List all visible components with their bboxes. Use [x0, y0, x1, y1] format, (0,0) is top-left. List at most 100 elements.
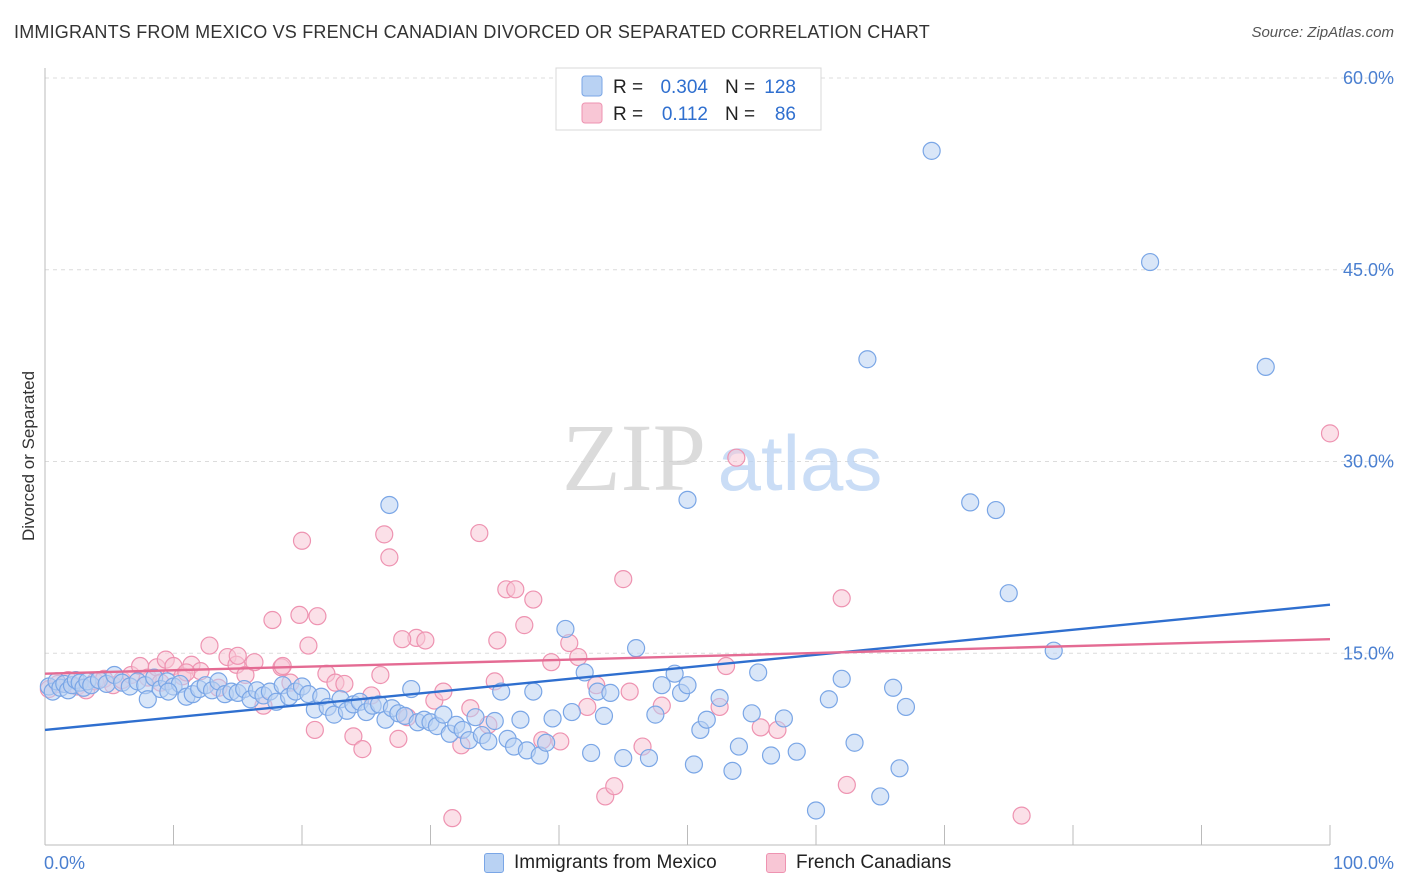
bottom-legend-swatch-pink: [766, 853, 786, 873]
blue-point-74: [492, 682, 511, 701]
pink-point-50: [488, 631, 507, 650]
pink-point-77: [375, 525, 394, 544]
pink-point-73: [832, 589, 851, 608]
y-axis-label: Divorced or Separated: [19, 371, 38, 541]
blue-point-118: [380, 495, 399, 515]
pink-point-45: [443, 809, 462, 828]
series-immigrants-from-mexico: [39, 141, 1275, 820]
chart-title: IMMIGRANTS FROM MEXICO VS FRENCH CANADIA…: [14, 22, 930, 42]
blue-point-94: [652, 676, 671, 695]
blue-point-90: [614, 748, 633, 768]
y-tick-label-30: 30.0%: [1343, 452, 1394, 472]
blue-point-91: [626, 639, 646, 658]
blue-point-106: [761, 746, 781, 765]
legend-box: R = 0.304 N = 128 R = 0.112 N = 86: [555, 67, 822, 131]
pink-point-83: [292, 531, 312, 550]
pink-point-80: [393, 630, 412, 649]
legend-r-value-pink: 0.112: [662, 104, 708, 125]
pink-point-69: [716, 656, 736, 676]
blue-point-125: [1140, 252, 1160, 272]
blue-point-102: [723, 761, 742, 780]
blue-point-92: [639, 748, 659, 768]
pink-point-52: [506, 580, 525, 599]
bottom-legend-item-french-canadians: French Canadians: [766, 852, 951, 874]
pink-trend-line: [44, 637, 1331, 675]
legend-swatch-blue: [581, 75, 603, 97]
blue-point-110: [819, 690, 838, 709]
pink-point-29: [299, 636, 318, 655]
blue-point-107: [774, 709, 793, 728]
blue-point-127: [159, 682, 178, 701]
blue-point-79: [524, 682, 543, 701]
x-tick-label-min: 0.0%: [44, 853, 85, 873]
blue-point-122: [986, 500, 1006, 520]
blue-point-84: [562, 702, 581, 722]
pink-point-82: [228, 646, 247, 665]
pink-point-37: [371, 665, 390, 685]
blue-point-117: [890, 759, 909, 778]
pink-point-33: [335, 674, 354, 694]
bottom-legend-item-mexico: Immigrants from Mexico: [484, 852, 717, 874]
bottom-legend-swatch-blue: [484, 853, 504, 873]
blue-point-120: [922, 141, 941, 160]
blue-point-86: [582, 743, 601, 763]
y-tick-label-60: 60.0%: [1343, 68, 1394, 88]
pink-point-18: [200, 636, 219, 655]
blue-point-77: [511, 710, 530, 729]
axes: [44, 68, 1331, 846]
legend-n-label-pink: N =: [725, 104, 755, 125]
legend-n-value-blue: 128: [764, 77, 796, 98]
pink-point-54: [524, 590, 543, 609]
pink-point-56: [542, 653, 561, 672]
blue-point-19: [138, 690, 157, 709]
blue-point-100: [697, 710, 716, 729]
blue-point-105: [749, 663, 768, 682]
blue-point-98: [684, 755, 704, 774]
pink-point-63: [605, 777, 624, 796]
legend-r-label-pink: R =: [613, 104, 643, 125]
blue-point-70: [466, 708, 485, 727]
blue-point-109: [806, 801, 826, 820]
pink-point-39: [389, 729, 408, 748]
pink-point-59: [569, 647, 588, 667]
pink-point-48: [470, 523, 489, 543]
legend-r-label-blue: R =: [613, 77, 643, 98]
pink-point-60: [578, 697, 597, 717]
bottom-legend: Immigrants from Mexico French Canadians: [0, 852, 1406, 878]
pink-point-79: [305, 720, 324, 740]
blue-point-111: [832, 669, 851, 688]
watermark-atlas: atlas: [718, 419, 883, 507]
blue-point-116: [896, 697, 916, 717]
blue-point-72: [479, 732, 498, 751]
blue-point-123: [999, 584, 1018, 603]
blue-point-103: [729, 737, 749, 756]
blue-point-124: [1044, 641, 1063, 660]
blue-point-104: [742, 704, 761, 723]
pink-point-65: [620, 682, 639, 701]
bottom-legend-label-mexico: Immigrants from Mexico: [514, 852, 717, 873]
blue-point-108: [787, 742, 806, 761]
legend-r-value-blue: 0.304: [660, 77, 708, 98]
trend-lines: [44, 603, 1331, 732]
pink-point-28: [290, 605, 309, 625]
pink-point-70: [727, 448, 746, 467]
blue-point-73: [485, 711, 504, 731]
pink-point-75: [1012, 806, 1031, 825]
blue-point-82: [543, 709, 562, 728]
pink-point-23: [245, 653, 264, 672]
y-tick-labels: 15.0% 30.0% 45.0% 60.0%: [1343, 68, 1394, 663]
pink-point-34: [344, 727, 363, 746]
legend-n-label-blue: N =: [725, 77, 755, 98]
blue-point-81: [537, 733, 556, 752]
pink-point-42: [416, 631, 435, 650]
blue-point-114: [871, 787, 890, 806]
blue-point-119: [678, 490, 697, 509]
blue-point-113: [858, 350, 877, 369]
blue-point-93: [646, 705, 665, 724]
pink-point-38: [380, 548, 399, 567]
pink-point-64: [614, 570, 633, 589]
y-tick-label-15: 15.0%: [1343, 643, 1394, 663]
legend-n-value-pink: 86: [775, 104, 796, 125]
blue-point-126: [1256, 357, 1275, 377]
